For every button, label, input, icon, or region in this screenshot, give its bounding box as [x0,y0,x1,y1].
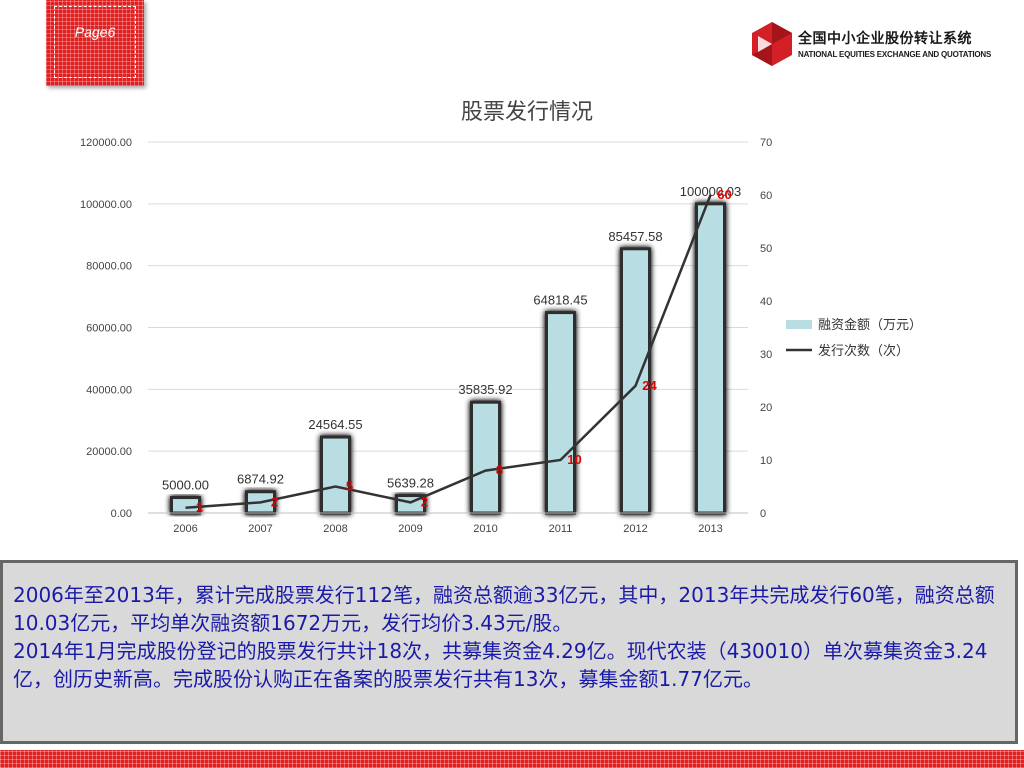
logo-english-name: NATIONAL EQUITIES EXCHANGE AND QUOTATION… [798,50,992,59]
logo-chinese-name: 全国中小企业股份转让系统 [798,31,972,47]
y-right-tick-label: 0 [760,508,766,520]
line-series [185,194,712,509]
y-right-tick-label: 10 [760,455,772,467]
x-tick-label: 2008 [323,523,347,535]
x-tick-label: 2013 [698,523,722,535]
line-value-label: 2 [271,494,278,509]
bar-value-label: 85457.58 [608,229,662,244]
y-right-tick-label: 40 [760,296,772,308]
legend: 融资金额（万元） 发行次数（次） [786,317,922,359]
x-tick-label: 2010 [473,523,497,535]
legend-bar-label: 融资金额（万元） [818,317,922,333]
line-value-label: 10 [567,452,581,467]
y-left-tick-label: 100000.00 [80,199,132,211]
line-value-label: 1 [196,500,203,515]
summary-line-2: 2014年1月完成股份登记的股票发行共计18次，共募集资金4.29亿。现代农装（… [13,639,988,691]
x-tick-label: 2006 [173,523,197,535]
y-right-tick-label: 70 [760,137,772,149]
stock-issuance-chart: 股票发行情况 5000.00 6874.9224564.555639.283583… [80,100,922,535]
bar [695,202,726,515]
line-value-label: 8 [496,463,503,478]
bar-value-label: 64818.45 [533,293,587,308]
bar [620,247,651,515]
summary-box: 2006年至2013年，累计完成股票发行112笔，融资总额逾33亿元，其中，20… [0,560,1018,744]
data-labels: 5000.00 6874.92 24564.55 5639.28 35835.92 648… [162,184,741,515]
bar [320,435,351,515]
summary-line-1: 2006年至2013年，累计完成股票发行112笔，融资总额逾33亿元，其中，20… [13,583,995,635]
y-left-tick-label: 60000.00 [86,323,132,335]
bar [545,311,576,515]
neeq-logo-icon [752,22,792,66]
axes: 0.00 20000.00 40000.00 60000.00 80000.00 1000… [80,137,772,535]
line-value-label: 2 [421,494,428,509]
bar-value-label: 100000.03 [680,184,741,199]
bar-value-label: 5000.00 [162,478,209,493]
bar-value-label: 5639.28 [387,476,434,491]
bar-series [170,202,726,515]
y-left-tick-label: 0.00 [111,508,132,520]
y-left-tick-label: 120000.00 [80,137,132,149]
y-left-tick-label: 40000.00 [86,384,132,396]
y-left-tick-label: 20000.00 [86,446,132,458]
bar [470,400,501,515]
bar-value-label: 6874.92 [237,472,284,487]
legend-bar-swatch [786,320,812,329]
neeq-logo: 全国中小企业股份转让系统 NATIONAL EQUITIES EXCHANGE … [752,22,1002,70]
y-right-tick-label: 60 [760,190,772,202]
y-left-tick-label: 80000.00 [86,261,132,273]
y-right-tick-label: 50 [760,243,772,255]
x-tick-label: 2012 [623,523,647,535]
x-tick-label: 2011 [549,523,573,535]
legend-line-label: 发行次数（次） [818,343,909,359]
x-tick-label: 2007 [248,523,272,535]
line-value-label: 5 [346,479,353,494]
line-value-label: 60 [717,187,731,202]
y-right-tick-label: 20 [760,402,772,414]
bar-value-label: 35835.92 [458,382,512,397]
page-tag: Page6 [46,0,144,86]
x-tick-label: 2009 [398,523,422,535]
page-label: Page6 [74,24,116,40]
chart-title: 股票发行情况 [461,100,593,125]
bottom-decorative-band [0,750,1024,768]
bar-value-label: 24564.55 [308,417,362,432]
line-value-label: 24 [642,378,657,393]
issuance-count-line [185,194,712,509]
page-tag-frame [54,6,136,78]
y-right-tick-label: 30 [760,349,772,361]
